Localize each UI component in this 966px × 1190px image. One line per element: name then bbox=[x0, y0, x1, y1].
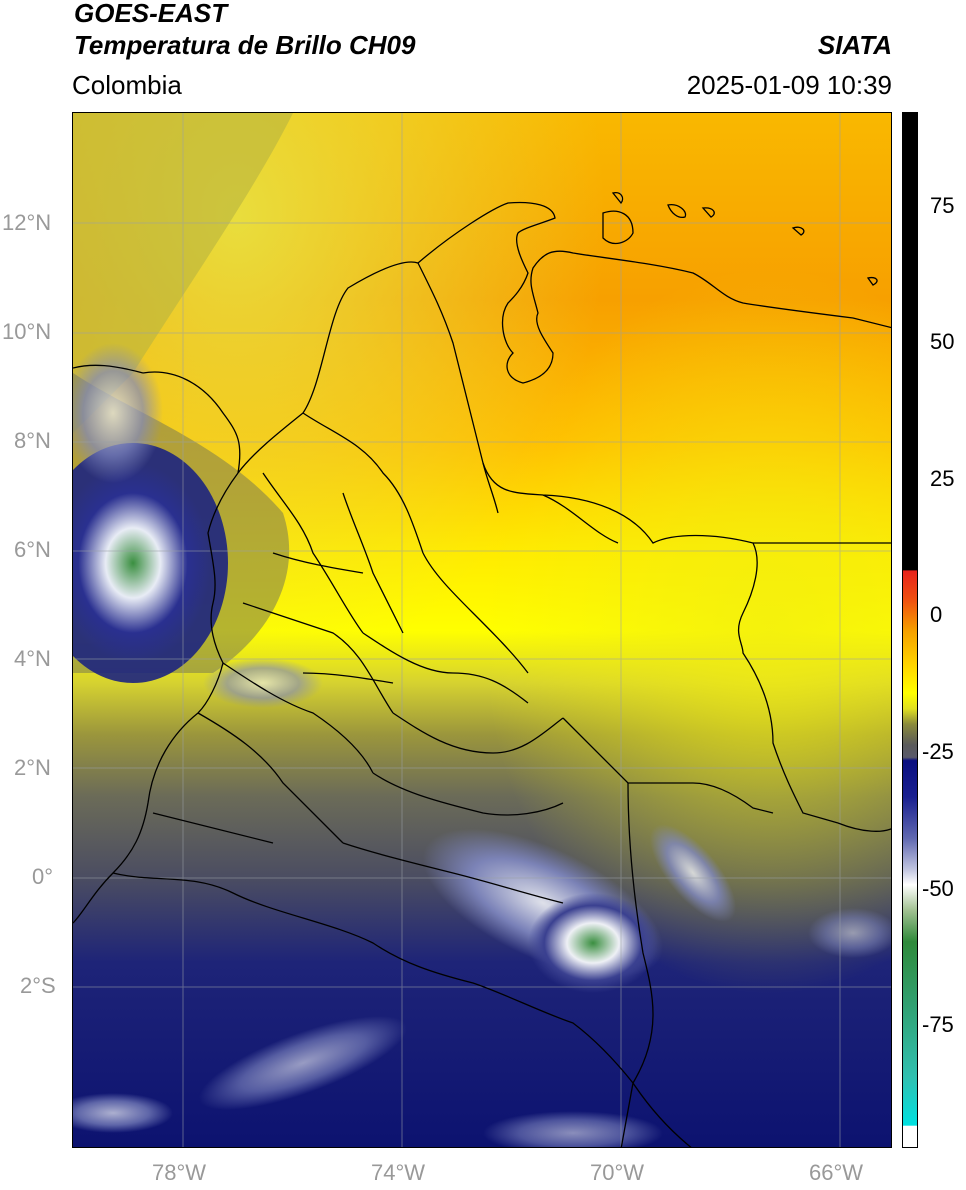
lat-label-0: 0° bbox=[32, 864, 54, 889]
region-label: Colombia bbox=[72, 70, 182, 100]
colorbar-tick-minus50: -50 bbox=[922, 876, 954, 901]
lon-label-66w: 66°W bbox=[809, 1160, 864, 1185]
graticule bbox=[73, 113, 891, 1147]
lat-label-2n: 2°N bbox=[14, 755, 51, 780]
lon-label-74w: 74°W bbox=[371, 1160, 426, 1185]
colorbar-tick-50: 50 bbox=[930, 329, 955, 354]
product-title: Temperatura de Brillo CH09 bbox=[74, 30, 416, 60]
lat-label-2s: 2°S bbox=[20, 973, 56, 998]
lon-label-70w: 70°W bbox=[590, 1160, 645, 1185]
country-borders bbox=[73, 192, 891, 1147]
source-label: SIATA bbox=[817, 30, 892, 60]
datetime-label: 2025-01-09 10:39 bbox=[686, 70, 892, 100]
lat-label-10n: 10°N bbox=[2, 319, 52, 344]
temperature-colorbar bbox=[902, 112, 918, 1148]
lat-label-4n: 4°N bbox=[14, 646, 51, 671]
lat-label-8n: 8°N bbox=[14, 428, 51, 453]
lat-label-12n: 12°N bbox=[2, 210, 52, 235]
colorbar-tick-minus25: -25 bbox=[922, 739, 954, 764]
satellite-map bbox=[72, 112, 892, 1148]
satellite-title: GOES-EAST bbox=[74, 0, 228, 28]
colorbar-tick-minus75: -75 bbox=[922, 1012, 954, 1037]
colorbar-tick-75: 75 bbox=[930, 193, 955, 218]
south-cloud-cluster bbox=[528, 893, 658, 993]
colorbar-tick-25: 25 bbox=[930, 466, 955, 491]
lon-label-78w: 78°W bbox=[152, 1160, 207, 1185]
colorbar-tick-0: 0 bbox=[930, 602, 943, 627]
lat-label-6n: 6°N bbox=[14, 537, 51, 562]
